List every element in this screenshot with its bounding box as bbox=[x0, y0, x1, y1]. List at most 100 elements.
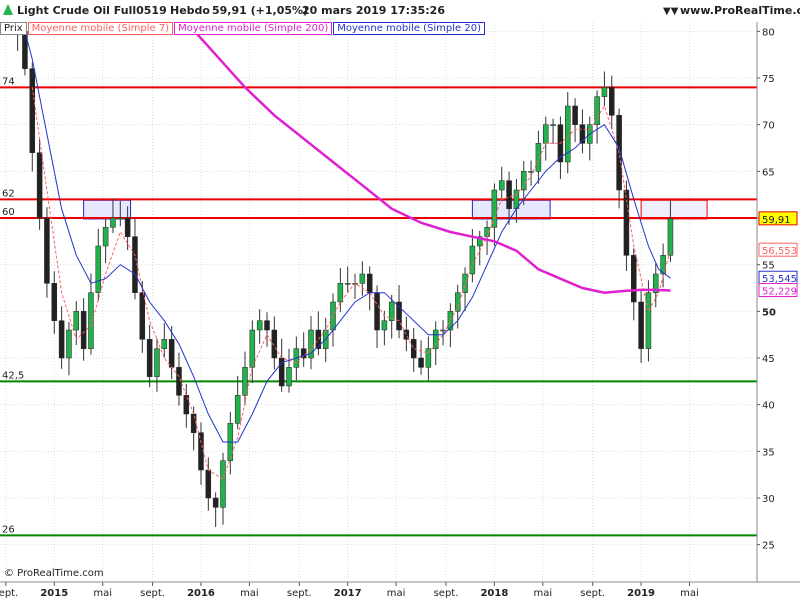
candle-up bbox=[462, 273, 468, 293]
candle-up bbox=[425, 348, 432, 368]
candle-down bbox=[183, 395, 190, 415]
level-label: 62 bbox=[2, 188, 15, 199]
candle-up bbox=[73, 311, 80, 331]
candle-down bbox=[80, 311, 87, 349]
candle-up bbox=[454, 292, 461, 312]
last-price: 59,91 (+1,05%) bbox=[212, 4, 309, 17]
candle-up bbox=[476, 236, 483, 247]
x-tick-label: 2016 bbox=[187, 588, 215, 599]
candle-up bbox=[660, 255, 666, 275]
candle-up bbox=[337, 283, 344, 303]
price-chart[interactable]: 253035404550556065707580 sept.2015maisep… bbox=[0, 22, 800, 600]
candle-up bbox=[528, 171, 534, 173]
legend-ma200[interactable]: Moyenne mobile (Simple 200) bbox=[174, 22, 333, 35]
legend-ma7[interactable]: Moyenne mobile (Simple 7) bbox=[27, 22, 174, 35]
y-tick-label: 40 bbox=[762, 401, 775, 412]
candle-up bbox=[440, 329, 446, 332]
candle-down bbox=[631, 255, 637, 303]
candlesticks bbox=[14, 22, 674, 527]
candle-down bbox=[418, 357, 424, 368]
ma20-label: 53,545 bbox=[762, 274, 797, 285]
x-tick-label: 2019 bbox=[627, 588, 655, 599]
candle-down bbox=[264, 320, 270, 331]
candle-up bbox=[565, 105, 571, 163]
x-tick-label: mai bbox=[240, 588, 259, 599]
up-arrow-icon bbox=[3, 4, 13, 15]
candle-down bbox=[51, 283, 58, 321]
y-tick-label: 55 bbox=[762, 261, 775, 272]
candle-up bbox=[220, 460, 226, 508]
candle-down bbox=[58, 320, 65, 359]
level-label: 42,5 bbox=[2, 370, 24, 381]
candle-up bbox=[110, 217, 116, 228]
candle-up bbox=[249, 329, 256, 368]
legend-price[interactable]: Prix bbox=[0, 22, 27, 35]
horizontal-gridlines bbox=[0, 30, 757, 546]
copyright: © ProRealTime.com bbox=[4, 568, 104, 579]
target-zone-box bbox=[640, 199, 708, 220]
level-label: 26 bbox=[2, 524, 15, 535]
price-label-box bbox=[758, 211, 798, 226]
y-tick-label: 65 bbox=[762, 167, 775, 178]
y-tick-label: 50 bbox=[762, 307, 776, 318]
candle-up bbox=[447, 311, 454, 331]
y-tick-label: 35 bbox=[762, 447, 775, 458]
candle-up bbox=[286, 367, 292, 387]
candle-up bbox=[381, 320, 388, 331]
legend-ma20[interactable]: Moyenne mobile (Simple 20) bbox=[333, 22, 486, 35]
axes bbox=[0, 22, 800, 586]
candle-up bbox=[550, 124, 556, 126]
candle-down bbox=[198, 432, 204, 471]
candle-up bbox=[432, 329, 439, 349]
x-tick-label: sept. bbox=[580, 588, 605, 599]
candle-up bbox=[102, 227, 109, 247]
candle-up bbox=[154, 348, 160, 377]
x-tick-label: mai bbox=[93, 588, 112, 599]
moving-averages bbox=[21, 22, 671, 481]
candle-down bbox=[44, 217, 50, 284]
indicator-legend: Prix Moyenne mobile (Simple 7) Moyenne m… bbox=[0, 22, 486, 35]
ma20-line bbox=[21, 22, 671, 443]
candle-down bbox=[205, 469, 212, 499]
candle-down bbox=[124, 217, 131, 237]
candle-down bbox=[29, 68, 36, 153]
chart-header: Light Crude Oil Full0519 Hebdo 59,91 (+1… bbox=[0, 0, 800, 22]
timestamp: 20 mars 2019 17:35:26 bbox=[302, 4, 445, 17]
x-tick-label: mai bbox=[533, 588, 552, 599]
y-tick-label: 70 bbox=[762, 121, 775, 132]
period-label: Hebdo bbox=[170, 4, 210, 17]
candle-down bbox=[190, 413, 197, 433]
candle-down bbox=[176, 367, 182, 396]
candle-down bbox=[579, 124, 586, 144]
candle-down bbox=[168, 339, 175, 368]
value-labels: 59,91 56,553 53,545 52,229 bbox=[758, 211, 798, 298]
ma200-line bbox=[185, 22, 671, 294]
candle-up bbox=[667, 218, 674, 256]
level-label: 60 bbox=[2, 207, 15, 218]
price-label: 59,91 bbox=[762, 215, 791, 226]
x-tick-label: sept. bbox=[0, 588, 18, 599]
candle-up bbox=[594, 96, 600, 125]
site-url[interactable]: www.ProRealTime.com bbox=[680, 4, 800, 17]
ma7-label: 56,553 bbox=[762, 246, 797, 257]
x-tick-label: mai bbox=[387, 588, 406, 599]
candle-up bbox=[256, 320, 263, 331]
ma7-label-box bbox=[758, 242, 798, 257]
x-tick-label: mai bbox=[680, 588, 699, 599]
instrument-name: Light Crude Oil Full0519 bbox=[17, 4, 167, 17]
chevron-down-icon[interactable]: ▼▼ bbox=[663, 6, 679, 17]
candle-up bbox=[653, 273, 659, 293]
candle-up bbox=[88, 292, 94, 349]
candle-up bbox=[359, 273, 366, 284]
candle-down bbox=[396, 301, 402, 331]
candle-up bbox=[95, 245, 102, 293]
candle-down bbox=[410, 339, 417, 359]
candle-up bbox=[308, 329, 314, 359]
candle-up bbox=[161, 339, 168, 349]
candle-down bbox=[366, 273, 373, 293]
level-labels: 74 62 60 42,5 26 bbox=[2, 76, 24, 535]
level-label: 74 bbox=[2, 76, 15, 87]
candle-up bbox=[344, 283, 351, 285]
candle-down bbox=[638, 301, 644, 349]
candle-up bbox=[491, 189, 498, 228]
